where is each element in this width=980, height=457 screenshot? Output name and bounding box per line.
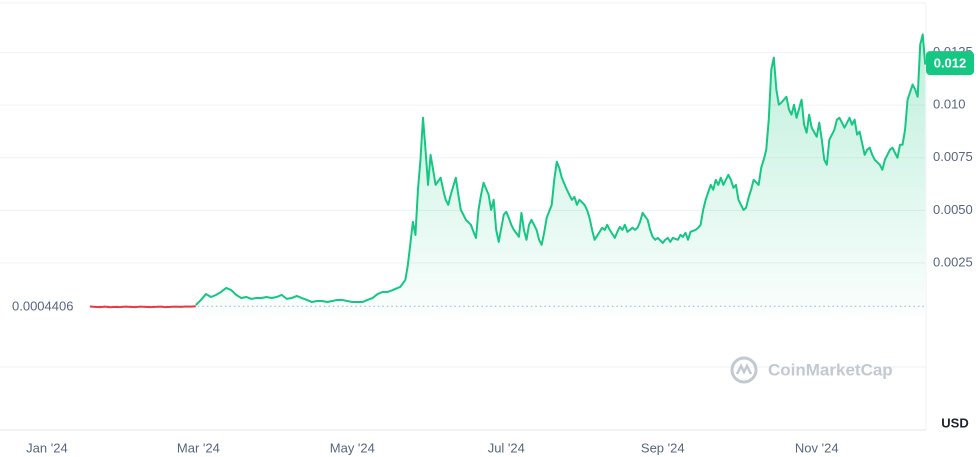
y-tick-label: 0.010	[933, 97, 966, 112]
x-tick-label: Jul '24	[488, 440, 525, 455]
currency-label: USD	[941, 415, 968, 430]
y-tick-label: 0.0025	[933, 254, 973, 269]
watermark-text: CoinMarketCap	[768, 360, 893, 379]
watermark-logo-mark	[735, 363, 753, 375]
y-tick-label: 0.0075	[933, 149, 973, 164]
y-tick-label: 0.0050	[933, 202, 973, 217]
overlay: 0.0004406 0.012	[4, 51, 974, 316]
price-tag	[926, 51, 974, 76]
x-tick-label: Sep '24	[641, 440, 685, 455]
x-tick-label: Jan '24	[26, 440, 68, 455]
x-tick-label: Mar '24	[177, 440, 220, 455]
x-tick-label: May '24	[330, 440, 375, 455]
price-line	[195, 33, 927, 306]
price-line	[89, 305, 196, 309]
baseline-label-bg	[4, 297, 88, 316]
plot-area	[89, 33, 927, 316]
watermark-logo	[730, 356, 758, 384]
x-tick-label: Nov '24	[795, 440, 839, 455]
watermark: CoinMarketCap	[730, 356, 893, 384]
baseline-label: 0.0004406	[12, 299, 73, 314]
price-tag-label: 0.012	[934, 56, 967, 71]
